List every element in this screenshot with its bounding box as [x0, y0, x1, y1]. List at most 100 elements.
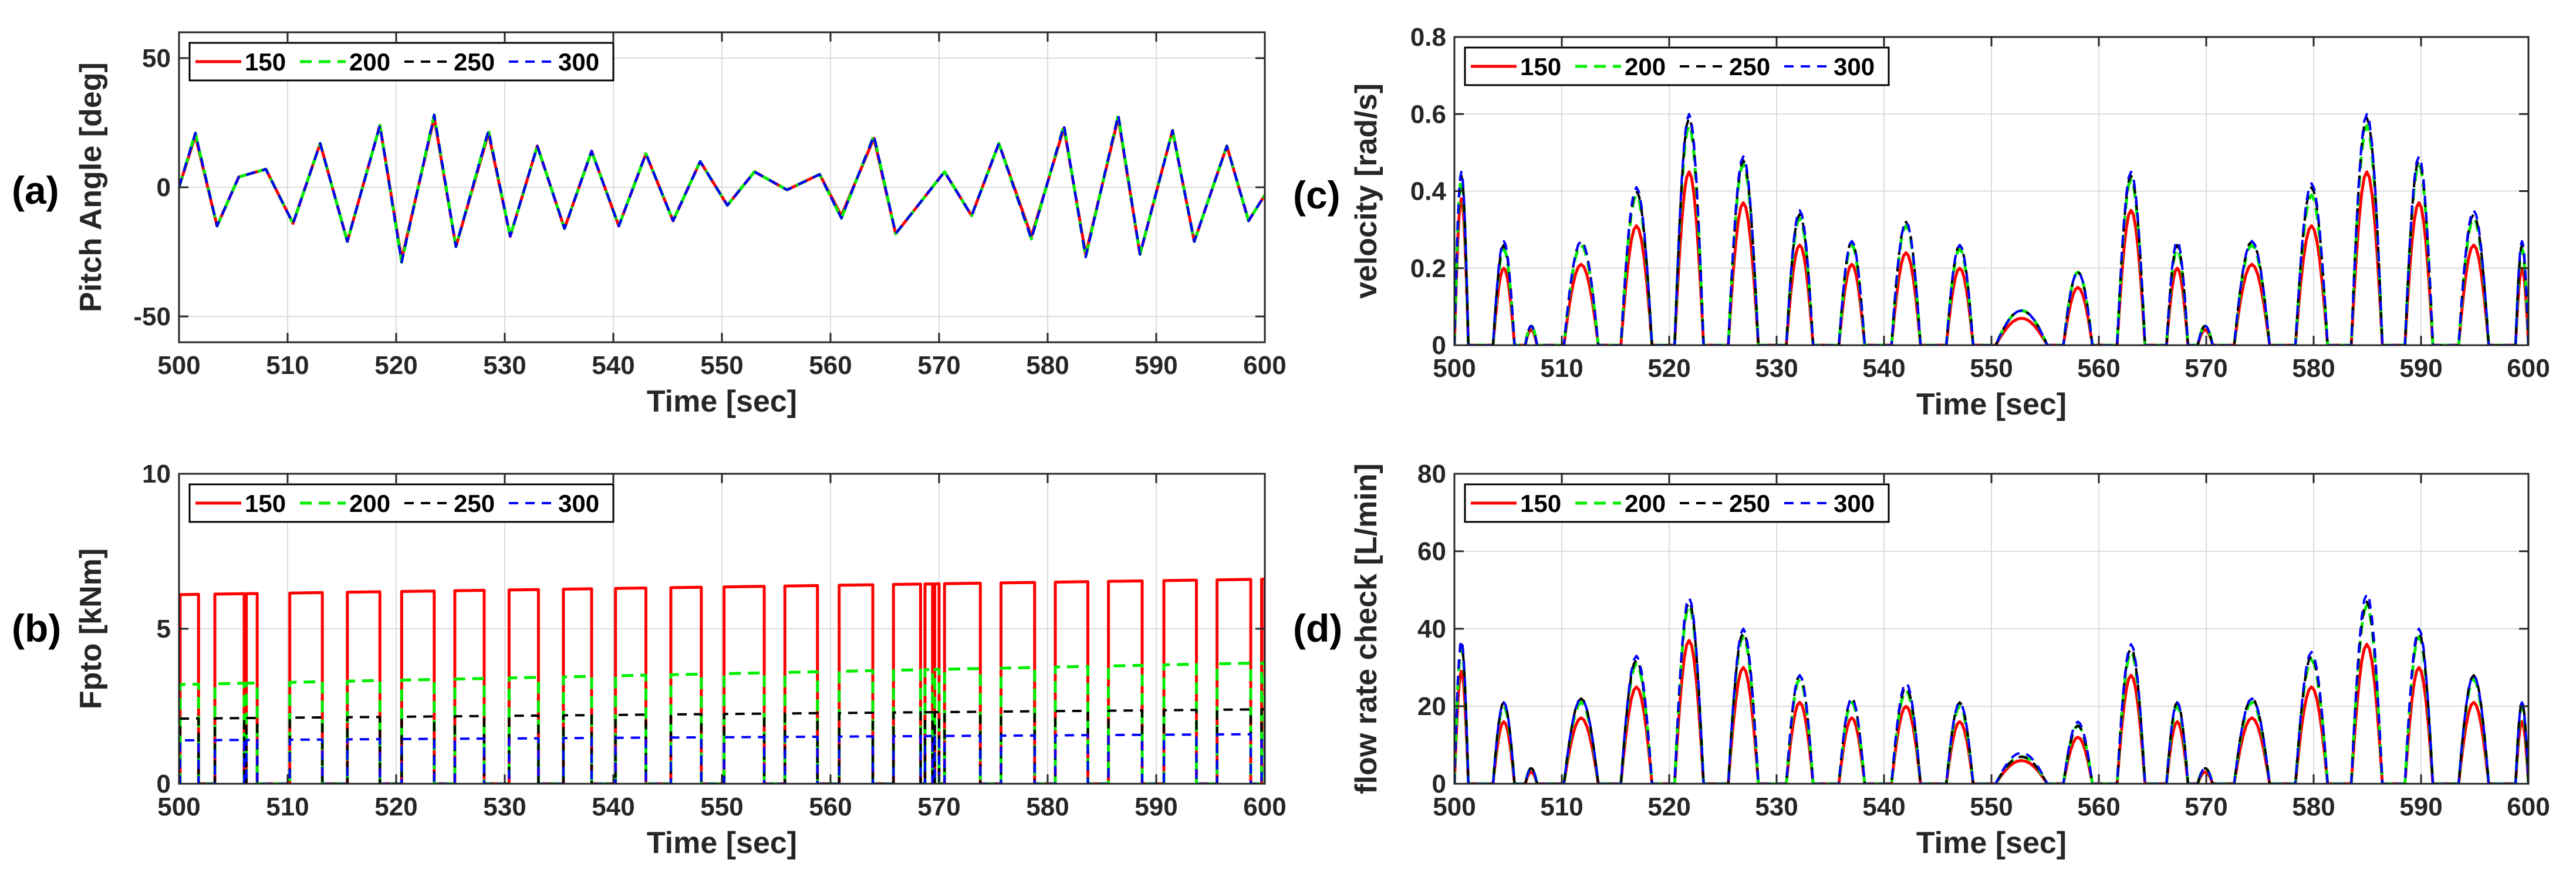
x-tick-label: 570	[2185, 354, 2227, 383]
legend-label-300: 300	[1834, 490, 1875, 517]
panels-layer: 500 510 520 530 540 550 560 570 580 590 600-50050T…	[12, 23, 2550, 860]
chart-a: 500 510 520 530 540 550 560 570 580 590 600 -50 0 50 T…	[12, 31, 1287, 419]
y-tick-label: 0.6	[1410, 100, 1446, 129]
x-tick-label: 520	[374, 793, 417, 821]
legend-label-250: 250	[454, 490, 495, 517]
legend-label-150: 150	[245, 48, 286, 76]
y-axis-label: Fpto [kNm]	[74, 548, 108, 709]
x-tick-label: 500	[157, 351, 200, 380]
x-tick-label: 570	[917, 793, 960, 821]
legend-label-300: 300	[1834, 53, 1875, 80]
x-tick-label: 540	[1862, 793, 1905, 821]
x-tick-label: 510	[1540, 793, 1583, 821]
legend-label-200: 200	[349, 48, 390, 76]
panel-label: (d)	[1293, 606, 1342, 650]
y-axis-label: velocity [rad/s]	[1349, 83, 1383, 299]
x-tick-label: 530	[483, 793, 526, 821]
legend-label-250: 250	[1729, 490, 1770, 517]
x-tick-label: 520	[374, 351, 417, 380]
legend: 150 200 250 300	[1464, 483, 1890, 523]
legend-label-250: 250	[454, 48, 495, 76]
x-tick-label: 540	[592, 793, 634, 821]
x-tick-label: 560	[2077, 793, 2120, 821]
x-tick-label: 580	[2292, 354, 2335, 383]
y-tick-label: 0	[157, 770, 171, 798]
x-tick-label: 520	[1647, 793, 1690, 821]
y-axis-label: flow rate check [L/min]	[1349, 463, 1383, 794]
series-line-150	[1454, 170, 2528, 345]
series-line-150	[1454, 639, 2528, 784]
x-tick-label: 550	[1970, 354, 2013, 383]
x-tick-label: 500	[1433, 354, 1476, 383]
x-tick-label: 600	[2507, 793, 2550, 821]
series-group	[1454, 592, 2528, 784]
legend: 150 200 250 300	[188, 42, 615, 82]
series-line-300	[1454, 592, 2528, 784]
y-tick-label: 60	[1417, 537, 1446, 566]
x-tick-label: 600	[1243, 793, 1286, 821]
x-tick-label: 550	[700, 793, 743, 821]
series-group	[179, 113, 1265, 264]
series-line-300	[179, 113, 1265, 264]
y-tick-label: 80	[1417, 460, 1446, 488]
x-tick-label: 550	[700, 351, 743, 380]
y-tick-label: 0.8	[1410, 23, 1446, 52]
x-tick-label: 580	[1026, 793, 1069, 821]
panel-label: (c)	[1293, 173, 1341, 217]
chart-d: 500 510 520 530 540 550 560 570 580 590 600 0 20 40 60…	[1293, 460, 2550, 860]
y-tick-label: 0	[157, 173, 171, 202]
x-axis-label: Time [sec]	[1916, 826, 2067, 860]
x-tick-label: 510	[1540, 354, 1583, 383]
legend-label-300: 300	[558, 48, 599, 76]
x-tick-label: 600	[1243, 351, 1286, 380]
y-axis-label: Pitch Angle [deg]	[74, 62, 108, 312]
chart-b: 500 510 520 530 540 550 560 570 580 590 6000510Tim…	[12, 460, 1287, 860]
legend-label-150: 150	[245, 490, 286, 517]
x-tick-label: 520	[1647, 354, 1690, 383]
legend-label-250: 250	[1729, 53, 1770, 80]
x-tick-label: 550	[1970, 793, 2013, 821]
legend-label-200: 200	[1625, 490, 1666, 517]
x-tick-label: 500	[157, 793, 200, 821]
x-tick-label: 590	[1135, 793, 1177, 821]
series-line-300	[1454, 113, 2528, 345]
y-tick-label: 0.2	[1410, 254, 1446, 283]
x-tick-label: 540	[1862, 354, 1905, 383]
x-tick-label: 530	[1755, 354, 1798, 383]
y-tick-label: -50	[133, 302, 171, 331]
x-tick-label: 530	[483, 351, 526, 380]
x-axis-label: Time [sec]	[647, 385, 797, 419]
x-tick-label: 580	[2292, 793, 2335, 821]
x-axis-label: Time [sec]	[1916, 387, 2067, 422]
x-axis-label: Time [sec]	[647, 826, 797, 860]
x-tick-label: 600	[2507, 354, 2550, 383]
x-tick-label: 570	[917, 351, 960, 380]
chart-c: 500 510 520 530 540 550 560 570 580 590 600 0 0.2 0.4…	[1293, 23, 2550, 422]
x-tick-label: 510	[266, 351, 309, 380]
x-tick-label: 530	[1755, 793, 1798, 821]
panel-label: (a)	[12, 168, 59, 212]
legend-label-300: 300	[558, 490, 599, 517]
y-tick-label: 20	[1417, 692, 1446, 721]
x-tick-label: 590	[1135, 351, 1177, 380]
x-tick-label: 510	[266, 793, 309, 821]
y-tick-label: 10	[142, 460, 171, 488]
y-tick-label: 0	[1432, 770, 1446, 798]
y-tick-label: 40	[1417, 615, 1446, 643]
x-tick-label: 500	[1433, 793, 1476, 821]
y-tick-label: 50	[142, 44, 171, 73]
x-tick-label: 540	[592, 351, 634, 380]
x-tick-label: 590	[2399, 793, 2442, 821]
x-tick-label: 560	[809, 351, 852, 380]
panel-label: (b)	[12, 606, 61, 650]
legend: 150 200 250 300	[188, 483, 615, 523]
series-group	[1454, 113, 2528, 345]
y-tick-label: 0	[1432, 331, 1446, 360]
x-tick-label: 560	[2077, 354, 2120, 383]
legend-label-200: 200	[349, 490, 390, 517]
series-line-250	[1454, 600, 2528, 784]
x-tick-label: 590	[2399, 354, 2442, 383]
legend: 150 200 250 300	[1464, 46, 1890, 86]
y-tick-label: 0.4	[1410, 177, 1447, 206]
